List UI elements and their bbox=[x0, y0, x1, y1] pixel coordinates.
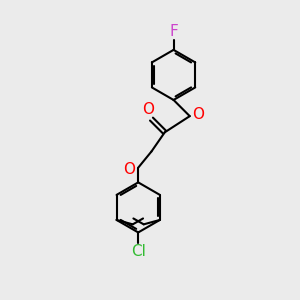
Text: O: O bbox=[192, 107, 204, 122]
Text: O: O bbox=[123, 162, 135, 177]
Text: O: O bbox=[142, 102, 154, 117]
Text: Cl: Cl bbox=[131, 244, 146, 259]
Text: F: F bbox=[169, 24, 178, 39]
